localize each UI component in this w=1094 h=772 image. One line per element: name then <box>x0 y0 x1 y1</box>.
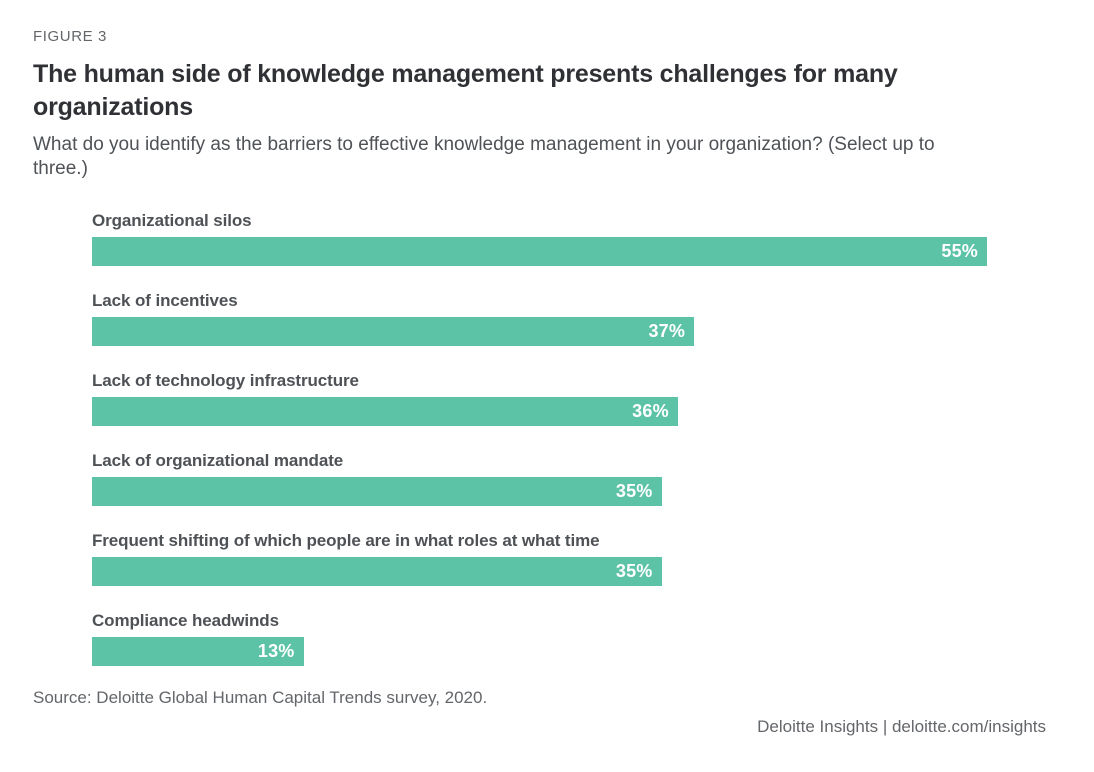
bar-value-label: 13% <box>257 641 295 661</box>
bar-row: Lack of technology infrastructure 36% <box>92 371 1032 426</box>
deloitte-insights-footer: Deloitte Insights | deloitte.com/insight… <box>757 717 1046 736</box>
bar-value-label: 35% <box>615 561 653 581</box>
category-label: Frequent shifting of which people are in… <box>92 531 600 550</box>
bar: 35% <box>92 557 662 586</box>
source-note: Source: Deloitte Global Human Capital Tr… <box>33 688 488 707</box>
bar-row: Compliance headwinds 13% <box>92 611 1032 666</box>
bar-value-label: 55% <box>941 241 978 261</box>
bar: 35% <box>92 477 662 506</box>
figure-number-label: FIGURE 3 <box>33 28 107 45</box>
category-label: Lack of organizational mandate <box>92 451 344 470</box>
category-label: Compliance headwinds <box>92 611 279 630</box>
bar-value-label: 35% <box>615 481 653 501</box>
bar-value-label: 37% <box>648 321 686 341</box>
bar-row: Lack of incentives 37% <box>92 291 1032 346</box>
category-label: Organizational silos <box>92 211 252 230</box>
category-label: Lack of technology infrastructure <box>92 371 359 390</box>
figure-title: The human side of knowledge management p… <box>33 60 898 121</box>
category-label: Lack of incentives <box>92 291 238 310</box>
bar: 37% <box>92 317 695 346</box>
bar: 13% <box>92 637 304 666</box>
bar-row: Lack of organizational mandate 35% <box>92 451 1032 506</box>
bar-row: Organizational silos 55% <box>92 211 1032 266</box>
figure-header: FIGURE 3 The human side of knowledge man… <box>33 28 1063 181</box>
bar: 55% <box>92 237 987 266</box>
bar-chart: Organizational silos 55% Lack of incenti… <box>92 211 1032 691</box>
bar-value-label: 36% <box>632 401 669 421</box>
figure-subtitle: What do you identify as the barriers to … <box>33 134 935 179</box>
bar-row: Frequent shifting of which people are in… <box>92 531 1032 586</box>
bar: 36% <box>92 397 678 426</box>
